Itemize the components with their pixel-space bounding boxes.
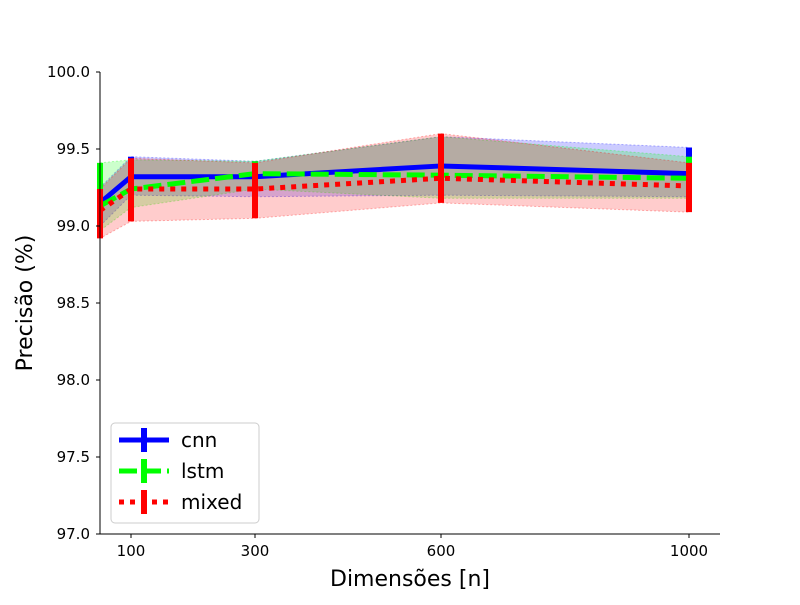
y-tick-label: 99.5 [57,140,90,158]
y-ticks: 97.0 97.5 98.0 98.5 99.0 99.5 100.0 [47,63,100,543]
y-tick-label: 97.5 [57,448,90,466]
y-tick-label: 98.0 [57,371,90,389]
band-mixed [99,133,690,240]
y-tick-label: 98.5 [57,294,90,312]
x-tick-label: 1000 [670,542,708,560]
legend-label-mixed: mixed [181,490,242,514]
y-tick-label: 100.0 [47,63,90,81]
legend-label-cnn: cnn [181,428,217,452]
y-axis-label: Precisão (%) [13,235,38,372]
y-tick-label: 97.0 [57,525,90,543]
x-axis-label: Dimensões [n] [330,567,490,592]
confidence-bands [99,133,690,240]
series-line-mixed [98,175,690,213]
y-tick-label: 99.0 [57,217,90,235]
legend-label-lstm: lstm [181,459,224,483]
legend-box [110,422,260,524]
legend: cnn lstm mixed [110,422,260,524]
x-tick-label: 100 [117,542,146,560]
x-ticks: 100 300 600 1000 [117,534,708,560]
x-tick-label: 300 [241,542,270,560]
x-tick-label: 600 [427,542,456,560]
